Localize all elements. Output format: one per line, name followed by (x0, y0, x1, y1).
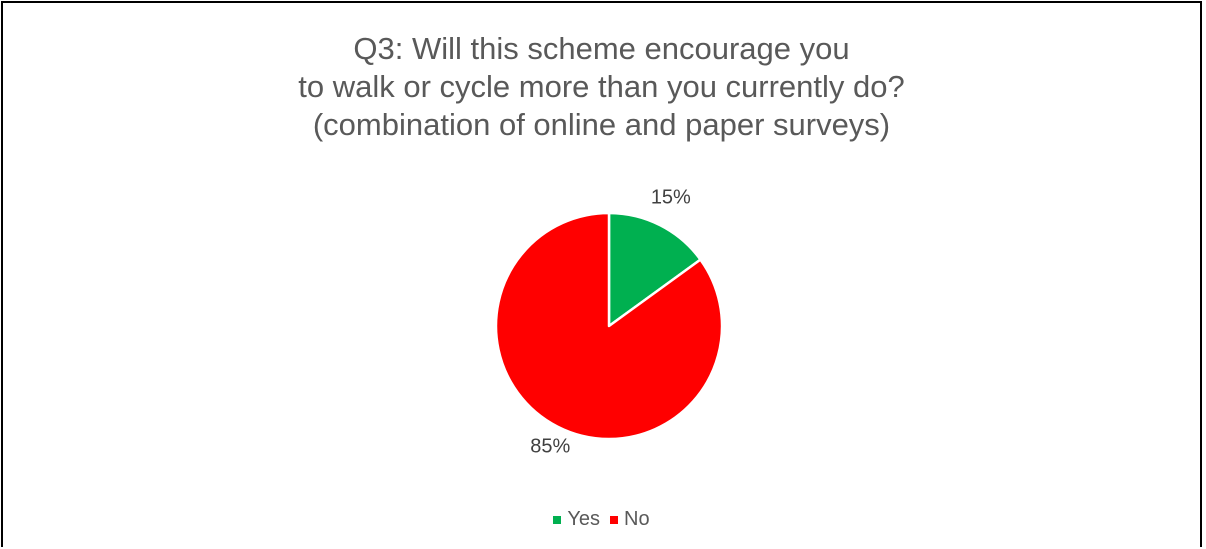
legend-swatch-yes (553, 515, 562, 524)
legend-label-yes: Yes (567, 508, 601, 530)
chart-title-line-2: to walk or cycle more than you currently… (298, 69, 905, 104)
pie-slice-no[interactable] (494, 211, 724, 441)
legend-swatch-no (610, 515, 619, 524)
legend-item-yes[interactable]: Yes (553, 508, 600, 531)
data-label-yes: 15% (651, 187, 691, 209)
chart-title: Q3: Will this scheme encourage you to wa… (3, 30, 1200, 144)
pie-chart: 15% 85% (494, 187, 724, 458)
chart-title-line-3: (combination of online and paper surveys… (312, 107, 891, 142)
pie-slice-yes[interactable] (607, 211, 702, 328)
legend: Yes No (3, 508, 1200, 531)
legend-item-no[interactable]: No (610, 508, 650, 531)
legend-label-no: No (624, 508, 650, 530)
data-label-no: 85% (530, 436, 570, 458)
chart-title-line-1: Q3: Will this scheme encourage you (353, 31, 850, 66)
